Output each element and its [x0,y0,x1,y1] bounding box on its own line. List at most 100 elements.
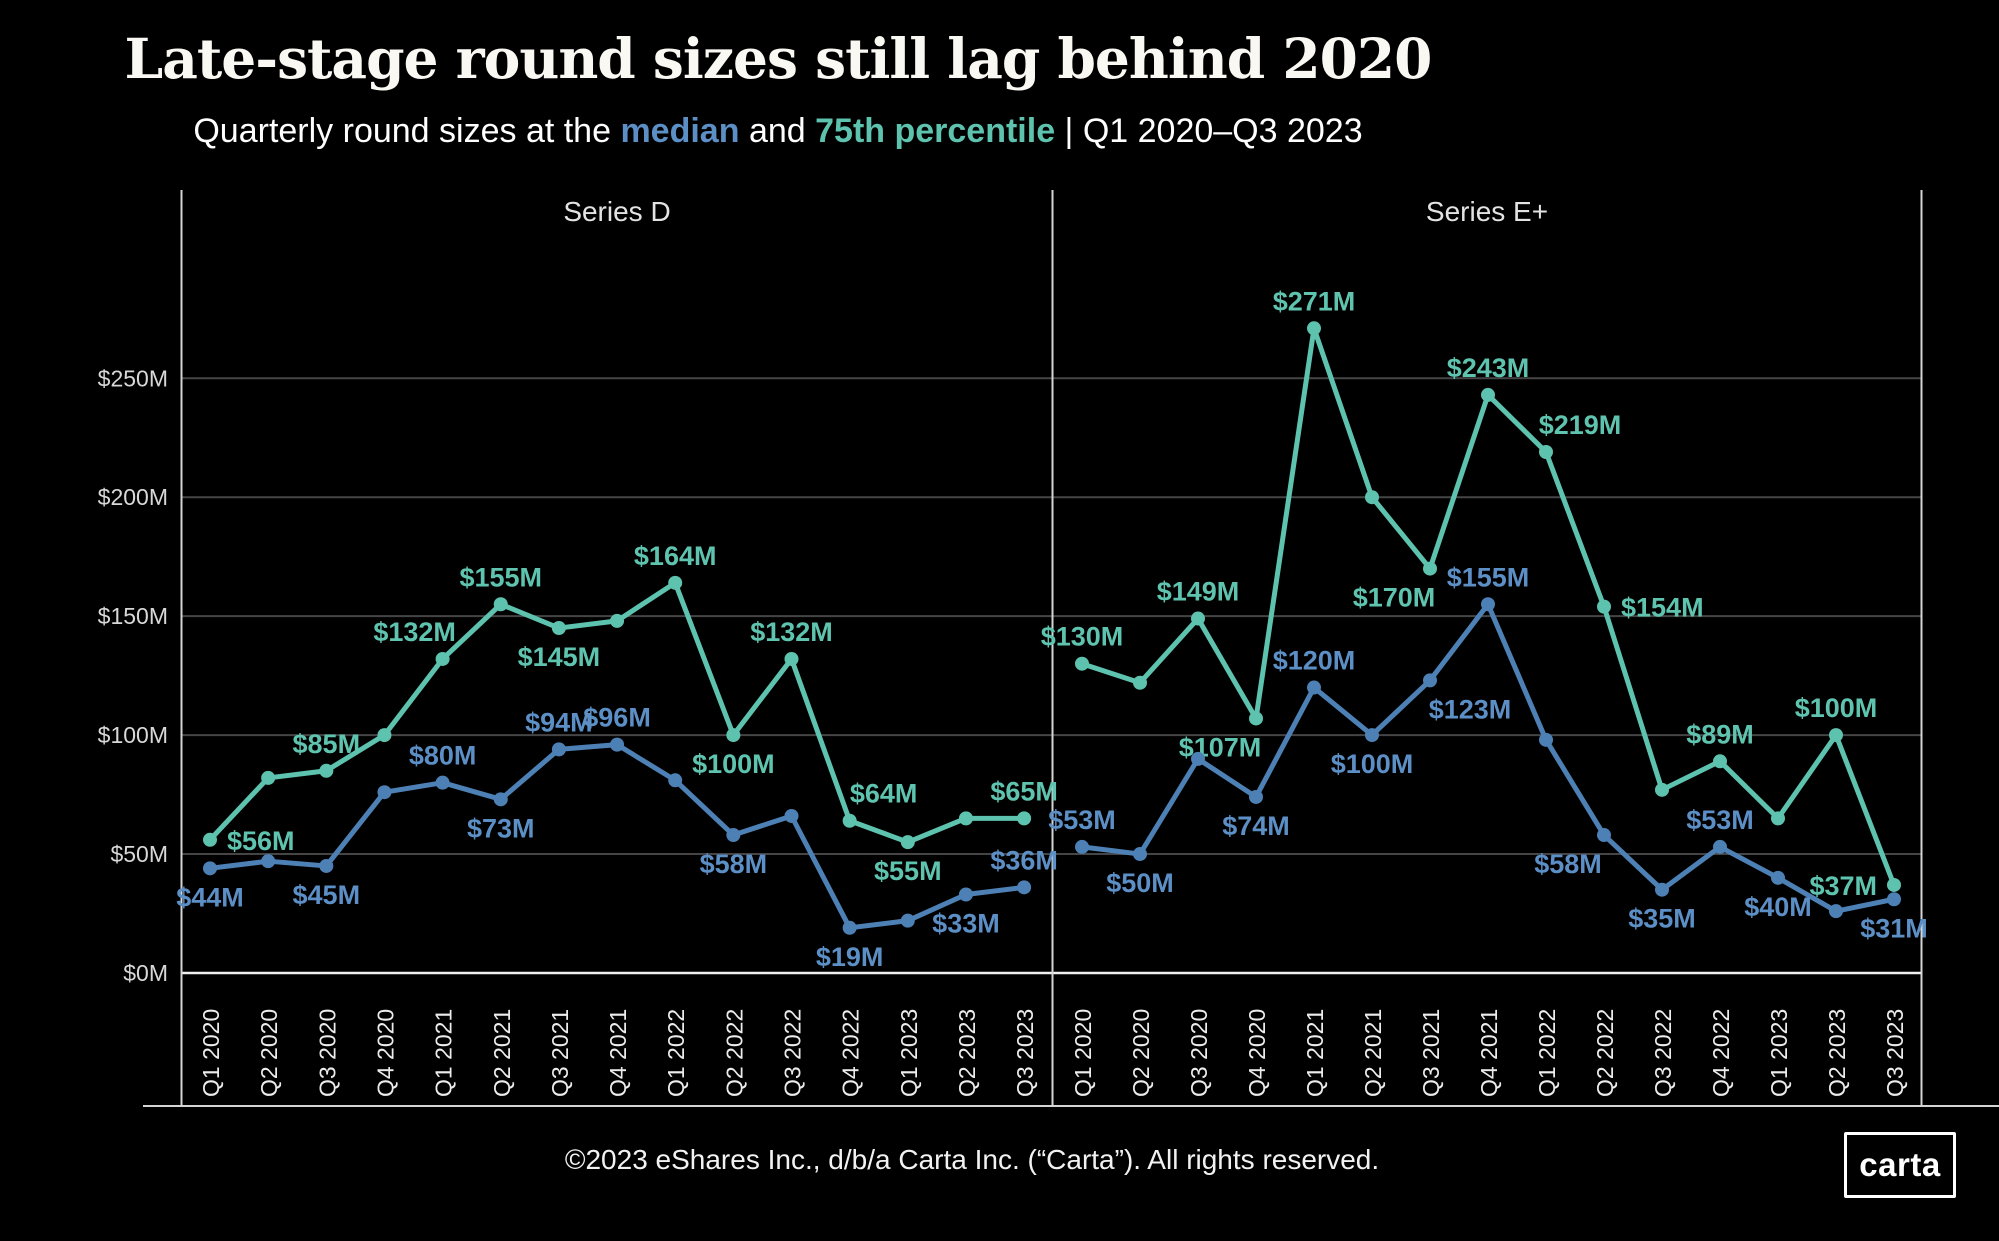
x-tick-label: Q2 2023 [954,1009,980,1097]
x-tick-label: Q2 2023 [1824,1009,1850,1097]
data-point [1539,444,1553,459]
value-label: $36M [990,845,1058,875]
value-label: $50M [1106,868,1174,898]
x-tick-label: Q4 2022 [838,1009,864,1097]
y-tick-label: $150M [98,603,168,629]
data-point [1481,597,1495,612]
y-tick-label: $50M [110,841,168,867]
value-label: $170M [1353,583,1436,613]
data-point [958,811,973,826]
data-point [1133,675,1147,690]
value-label: $74M [1222,811,1290,841]
subtitle-prefix: Quarterly round sizes at the [193,112,621,150]
data-point [668,575,683,590]
data-point [493,792,508,807]
carta-logo-text: carta [1859,1146,1941,1183]
data-point [726,728,741,743]
page-subtitle: Quarterly round sizes at the median and … [0,112,1556,151]
value-label: $154M [1621,593,1704,623]
data-point [1887,877,1901,892]
data-point [1887,892,1901,907]
x-tick-label: Q1 2021 [431,1009,457,1097]
data-point [1249,711,1263,726]
x-tick-label: Q1 2022 [1534,1009,1560,1097]
data-point [1017,811,1032,826]
data-point [784,808,799,823]
data-point [1423,561,1437,576]
x-tick-label: Q2 2022 [1592,1009,1618,1097]
data-point [319,858,334,873]
x-tick-label: Q4 2020 [1244,1009,1270,1097]
value-label: $130M [1041,622,1124,652]
y-tick-label: $0M [123,960,168,986]
data-point [1307,680,1321,695]
value-label: $132M [373,617,456,647]
value-label: $64M [850,779,918,809]
data-point [203,861,217,876]
x-tick-label: Q1 2020 [1070,1009,1096,1097]
value-label: $35M [1628,904,1696,934]
data-point [261,770,276,785]
x-tick-label: Q3 2023 [1012,1009,1038,1097]
x-tick-label: Q1 2022 [663,1009,689,1097]
data-point [551,621,566,636]
value-label: $55M [874,856,942,886]
x-tick-label: Q3 2023 [1882,1009,1908,1097]
subtitle-median-word: median [620,112,740,150]
value-label: $65M [990,776,1058,806]
value-label: $219M [1539,410,1622,440]
x-tick-label: Q2 2020 [1128,1009,1154,1097]
x-tick-label: Q3 2020 [314,1009,340,1097]
data-point [1481,387,1495,402]
value-label: $53M [1686,805,1754,835]
data-point [1191,611,1205,626]
data-point [261,854,276,869]
data-point [668,773,683,788]
data-point [493,597,508,612]
value-label: $145M [518,642,601,672]
data-point [1017,880,1032,895]
data-point [1597,599,1611,614]
value-label: $73M [467,813,535,843]
data-point [1075,839,1089,854]
data-point [1365,728,1379,743]
value-label: $149M [1157,577,1240,607]
data-point [1191,751,1205,766]
value-label: $123M [1429,694,1512,724]
value-label: $33M [932,908,1000,938]
value-label: $100M [1795,693,1878,723]
value-label: $56M [227,826,295,856]
data-point [377,728,392,743]
value-label: $53M [1048,805,1116,835]
value-label: $164M [634,541,717,571]
data-point [900,913,915,928]
subtitle-and: and [739,112,816,150]
data-point [1365,490,1379,505]
x-tick-label: Q3 2022 [1650,1009,1676,1097]
data-point [1713,839,1727,854]
data-point [1655,782,1669,797]
x-tick-label: Q2 2022 [721,1009,747,1097]
x-tick-label: Q3 2020 [1186,1009,1212,1097]
data-point [958,887,973,902]
data-point [551,742,566,757]
data-point [1539,732,1553,747]
data-point [319,763,334,778]
data-point [1249,789,1263,804]
value-label: $37M [1809,871,1877,901]
value-label: $94M [525,707,593,737]
value-label: $44M [176,882,244,912]
data-point [1307,321,1321,336]
value-label: $85M [293,729,361,759]
x-tick-label: Q3 2021 [1418,1009,1444,1097]
x-tick-label: Q1 2021 [1302,1009,1328,1097]
data-point [842,813,857,828]
x-tick-label: Q4 2021 [605,1009,631,1097]
x-tick-label: Q2 2020 [256,1009,282,1097]
data-point [610,737,625,752]
x-tick-label: Q4 2021 [1476,1009,1502,1097]
value-label: $40M [1744,892,1812,922]
data-point [842,920,857,935]
value-label: $80M [409,741,477,771]
